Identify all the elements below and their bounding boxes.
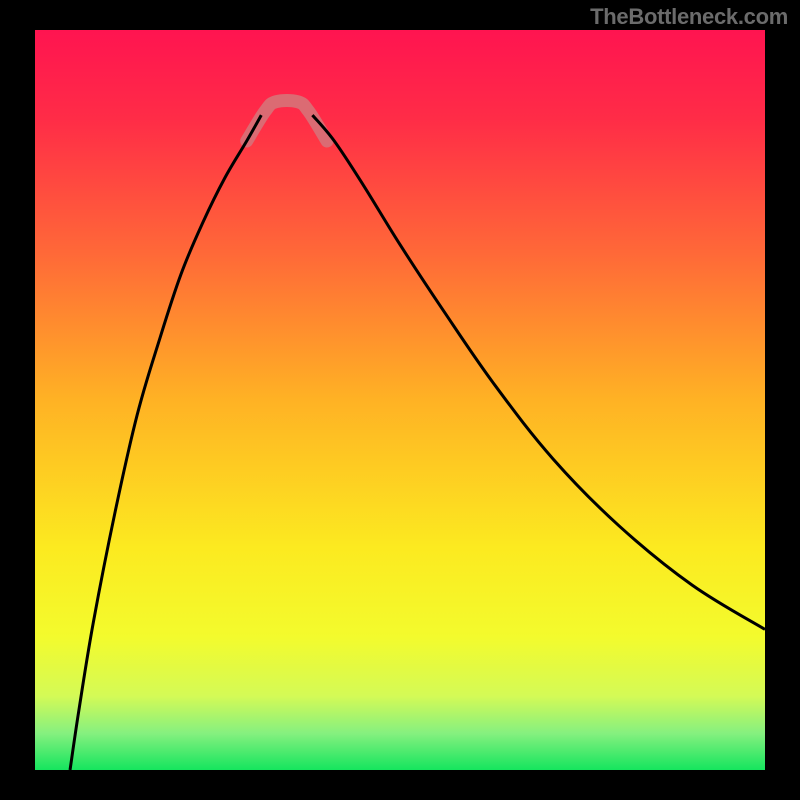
watermark-text: TheBottleneck.com xyxy=(590,4,788,30)
curve-layer xyxy=(35,30,765,770)
main-curve xyxy=(70,115,765,770)
bottleneck-chart xyxy=(35,30,765,770)
